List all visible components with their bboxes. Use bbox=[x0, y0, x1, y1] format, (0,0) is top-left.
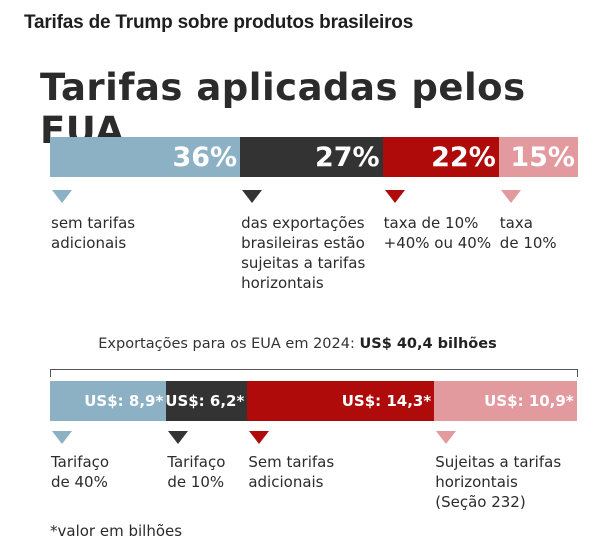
exports-value-category-label-0: Tarifaço de 40% bbox=[51, 453, 110, 491]
exports-axis-line bbox=[50, 369, 578, 370]
exports-value-marker-1 bbox=[168, 431, 189, 444]
tariff-share-segment-1: 27% bbox=[240, 137, 383, 177]
exports-value-segment-0: US$: 8,9* bbox=[50, 381, 167, 421]
tariff-share-marker-2 bbox=[384, 190, 405, 203]
tariff-share-segment-3: 15% bbox=[498, 137, 578, 177]
exports-value-segment-2: US$: 14,3* bbox=[247, 381, 435, 421]
tariff-share-category-label-3: taxa de 10% bbox=[499, 214, 557, 252]
exports-axis-tick-left bbox=[50, 369, 51, 377]
exports-title-total: US$ 40,4 bilhões bbox=[359, 336, 497, 352]
tariff-share-segment-label-0: 36% bbox=[172, 141, 238, 173]
exports-value-segment-1: US$: 6,2* bbox=[165, 381, 248, 421]
tariff-share-category-label-0: sem tarifas adicionais bbox=[51, 214, 136, 252]
exports-value-segment-label-2: US$: 14,3* bbox=[341, 392, 432, 410]
tariff-share-segment-0: 36% bbox=[50, 137, 241, 177]
exports-value-category-label-3: Sujeitas a tarifas horizontais (Seção 23… bbox=[435, 453, 562, 511]
exports-value-segment-label-3: US$: 10,9* bbox=[484, 392, 574, 410]
chart-title: Tarifas aplicadas pelos EUA bbox=[40, 66, 526, 152]
exports-value-marker-0 bbox=[52, 431, 72, 444]
tariff-share-marker-0 bbox=[52, 190, 72, 203]
exports-value-marker-2 bbox=[249, 431, 270, 444]
exports-value-segment-label-0: US$: 8,9* bbox=[84, 392, 164, 410]
exports-value-bar: US$: 8,9* US$: 6,2* US$: 14,3* US$: 10,9* bbox=[50, 381, 578, 421]
exports-title: Exportações para os EUA em 2024: US$ 40,… bbox=[0, 336, 595, 352]
exports-axis-tick-right bbox=[577, 369, 578, 377]
exports-title-prefix: Exportações para os EUA em 2024: bbox=[98, 336, 360, 352]
tariff-share-segment-label-2: 22% bbox=[431, 141, 496, 173]
exports-value-marker-3 bbox=[436, 431, 457, 444]
footnote: *valor em bilhões bbox=[50, 522, 183, 540]
tariff-share-segment-label-3: 15% bbox=[510, 141, 575, 173]
tariff-share-category-label-1: das exportações brasileiras estão sujeit… bbox=[241, 214, 366, 292]
page-heading: Tarifas de Trump sobre produtos brasilei… bbox=[24, 12, 414, 33]
exports-value-segment-label-1: US$: 6,2* bbox=[165, 392, 245, 410]
tariff-share-bar: 36% 27% 22% 15% bbox=[50, 137, 578, 177]
exports-value-segment-3: US$: 10,9* bbox=[434, 381, 577, 421]
tariff-share-category-label-2: taxa de 10% +40% ou 40% bbox=[383, 214, 492, 252]
exports-value-category-label-2: Sem tarifas adicionais bbox=[248, 453, 335, 491]
tariff-share-marker-1 bbox=[242, 190, 263, 203]
tariff-share-segment-2: 22% bbox=[382, 137, 499, 177]
exports-value-category-label-1: Tarifaço de 10% bbox=[167, 453, 226, 491]
tariff-share-marker-3 bbox=[500, 190, 521, 203]
tariff-share-segment-label-1: 27% bbox=[314, 141, 380, 173]
